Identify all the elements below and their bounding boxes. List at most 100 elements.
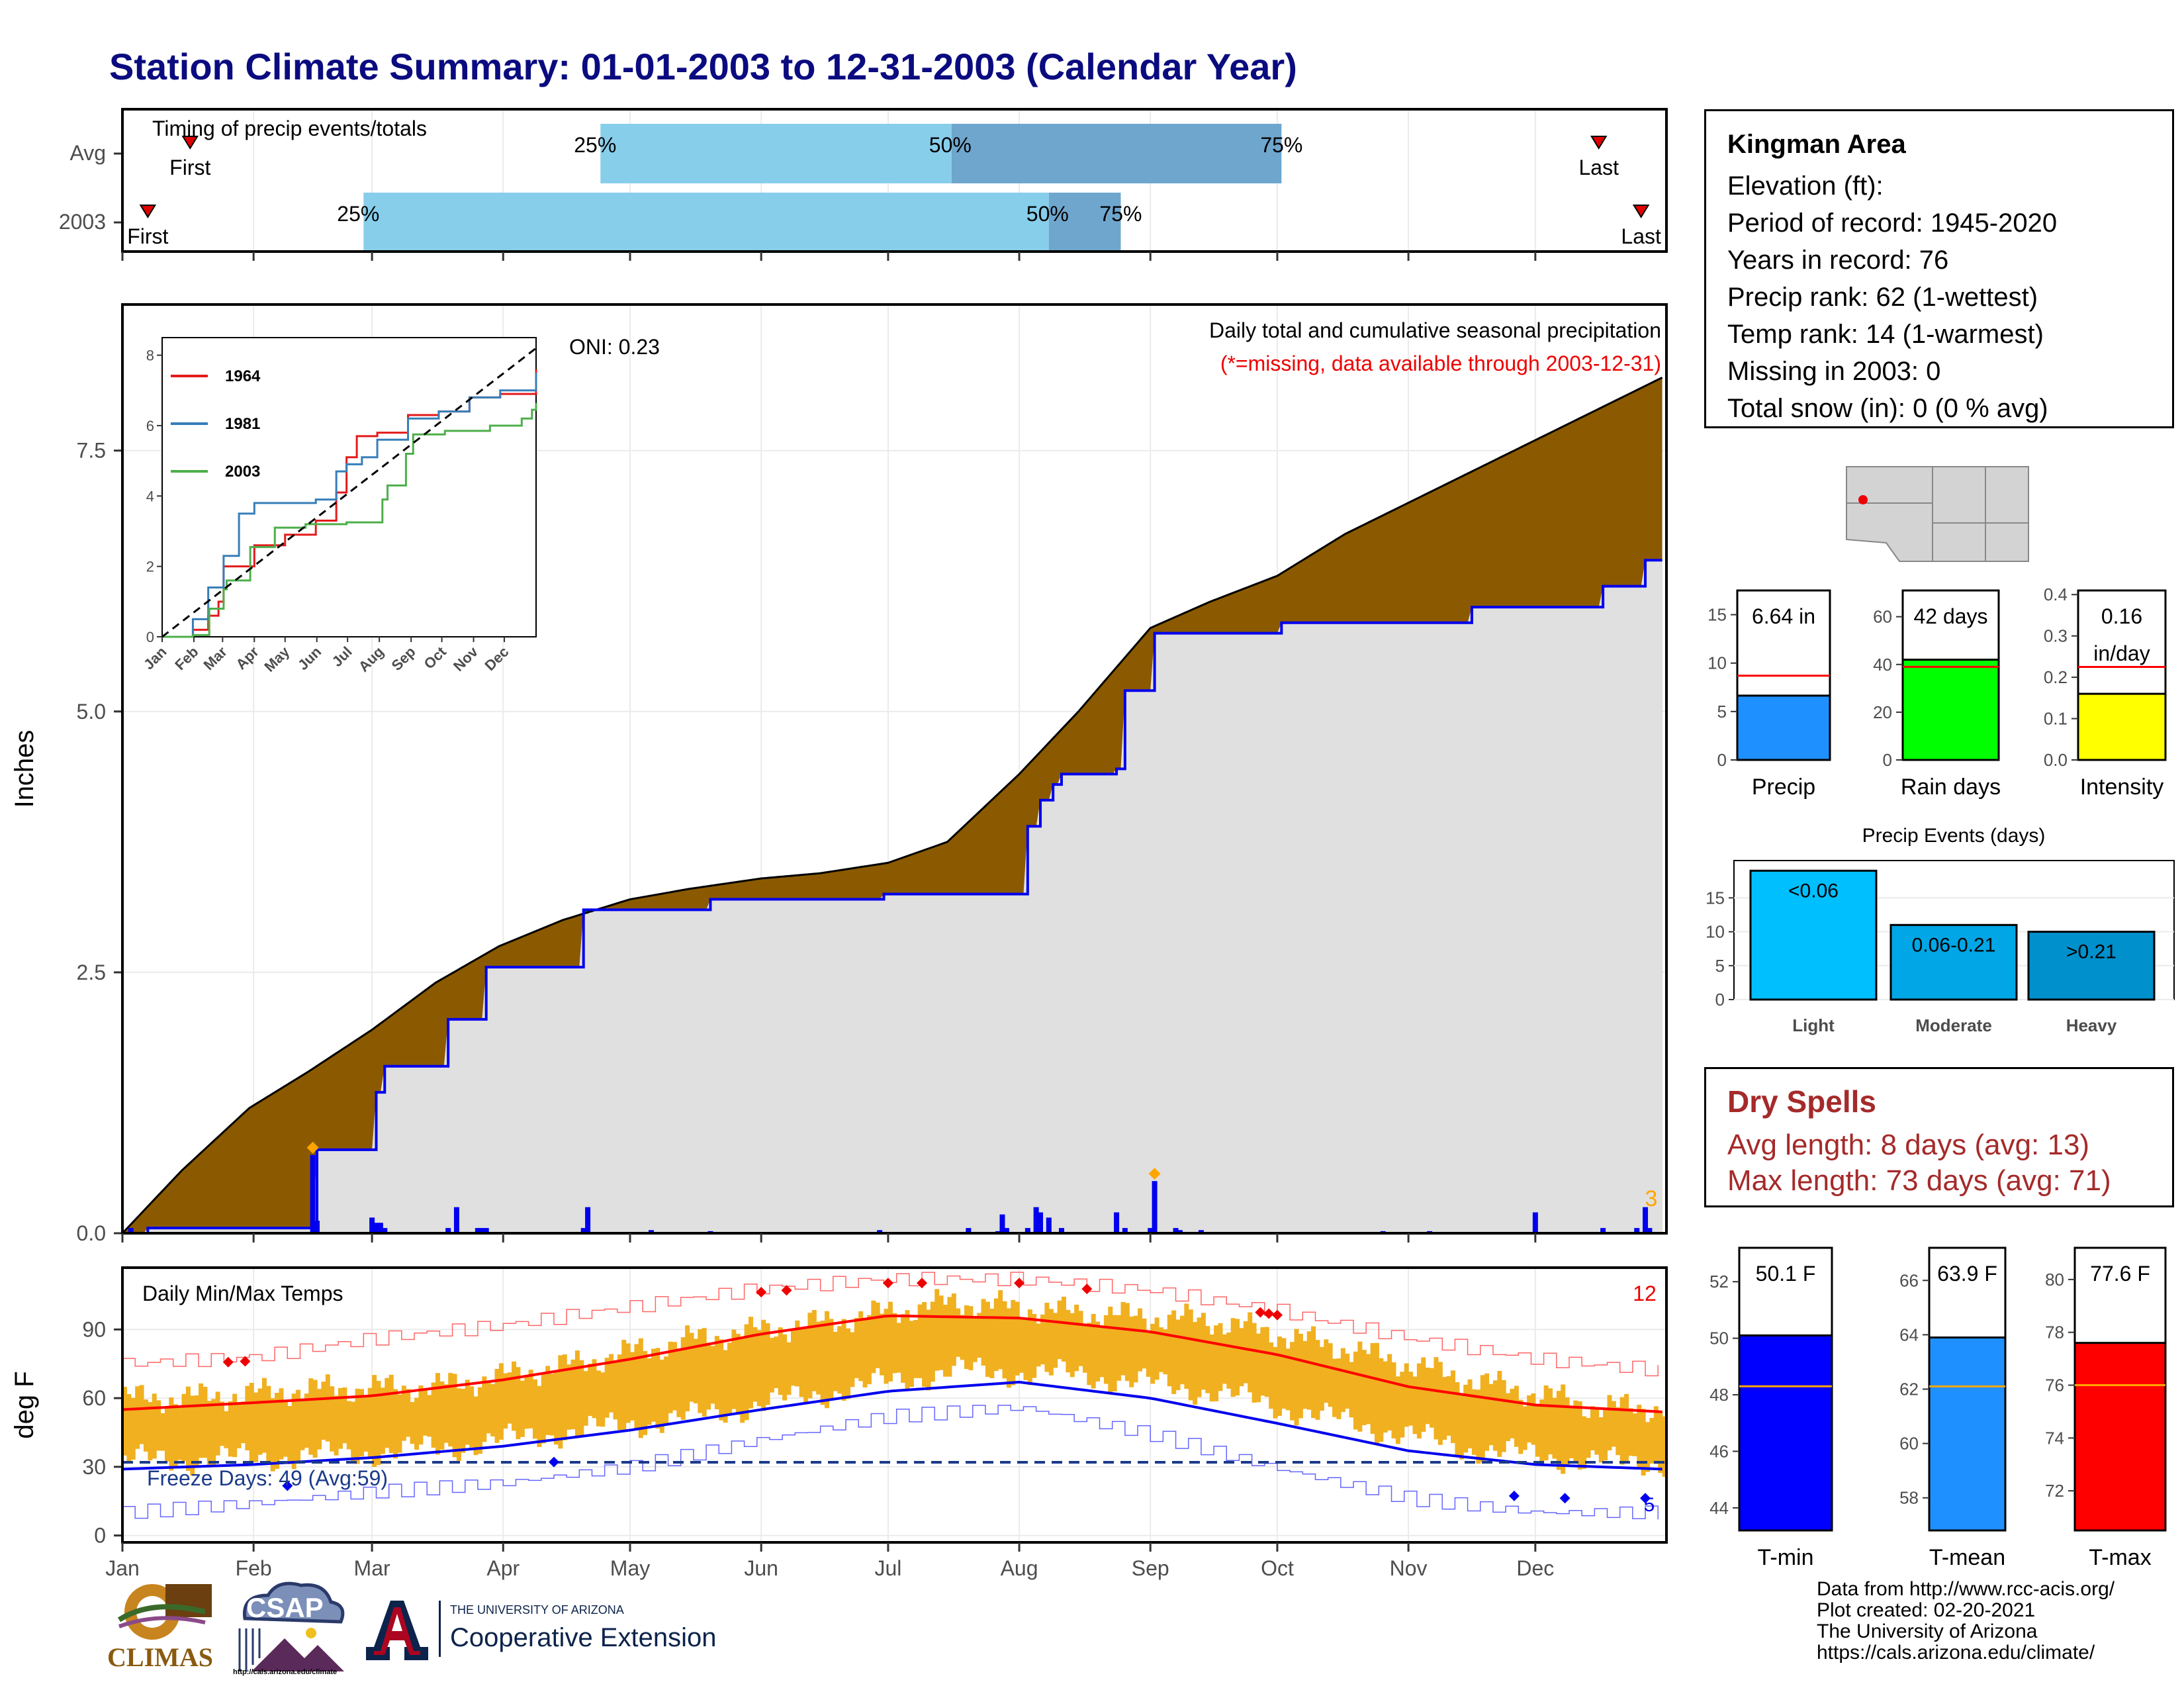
daily-temp-bar <box>1471 1389 1477 1455</box>
stat-category-label: T-min <box>1758 1545 1814 1570</box>
daily-temp-bar <box>190 1395 195 1476</box>
daily-temp-bar <box>1391 1362 1396 1438</box>
daily-temp-bar <box>443 1384 449 1443</box>
daily-temp-bar <box>1586 1418 1591 1458</box>
daily-temp-bar <box>1425 1368 1430 1425</box>
daily-precip-bar <box>445 1228 451 1233</box>
daily-temp-bar <box>1091 1313 1096 1389</box>
daily-temp-bar <box>520 1380 525 1437</box>
stat-ytick-label: 64 <box>1899 1325 1919 1344</box>
events-ytick-label: 0 <box>1715 990 1725 1009</box>
daily-temp-bar <box>130 1397 136 1460</box>
daily-temp-bar <box>1370 1342 1375 1434</box>
timing-q75-label: 75% <box>1260 133 1302 157</box>
daily-temp-bar <box>685 1325 690 1412</box>
daily-temp-bar <box>359 1389 364 1457</box>
daily-temp-bar <box>1235 1319 1240 1396</box>
daily-temp-bar <box>220 1401 225 1446</box>
precip-panel-border <box>121 303 1668 1235</box>
daily-precip-bar <box>1634 1228 1640 1233</box>
daily-temp-bar <box>1112 1315 1117 1391</box>
month-label: Nov <box>1390 1556 1428 1580</box>
timing-bar-q50-q75 <box>1048 193 1121 252</box>
daily-precip-bar <box>377 1223 383 1233</box>
daily-temp-bar <box>452 1374 457 1458</box>
climas-logo: CLIMAS <box>106 1579 218 1678</box>
daily-temp-bar <box>1653 1406 1659 1464</box>
daily-temp-bar <box>655 1348 660 1429</box>
daily-temp-bar <box>160 1413 165 1451</box>
daily-temp-bar <box>588 1364 593 1417</box>
events-ytick-label: 5 <box>1715 956 1725 976</box>
daily-temp-bar <box>122 1387 127 1456</box>
stat-ytick-label: 40 <box>1873 655 1892 675</box>
daily-temp-bar <box>1099 1327 1105 1378</box>
daily-temp-bar <box>1019 1317 1024 1373</box>
footer-line: Plot created: 02-20-2021 <box>1817 1599 2036 1621</box>
daily-temp-bar <box>1124 1303 1130 1382</box>
daily-temp-bar <box>998 1290 1003 1370</box>
daily-temp-bar <box>1142 1318 1147 1369</box>
stat-value-label: 77.6 F <box>2090 1262 2150 1286</box>
daily-temp-bar <box>1514 1385 1519 1447</box>
stat-ytick-label: 74 <box>2045 1428 2064 1448</box>
daily-precip-bar <box>1600 1228 1606 1233</box>
record-low-marker <box>1640 1493 1651 1504</box>
daily-temp-bar <box>1497 1370 1502 1457</box>
event-bar-heavy <box>2027 931 2156 1001</box>
stat-bar-1 <box>1901 659 2000 761</box>
daily-temp-bar <box>880 1313 885 1376</box>
daily-temp-bar <box>1243 1321 1248 1383</box>
daily-temp-bar <box>435 1373 440 1455</box>
daily-temp-bar <box>1501 1380 1506 1452</box>
daily-temp-bar <box>397 1394 402 1453</box>
daily-temp-bar <box>871 1300 876 1374</box>
daily-temp-bar <box>1158 1327 1163 1372</box>
month-label: Jul <box>874 1556 901 1580</box>
daily-temp-bar <box>1315 1340 1320 1420</box>
daily-temp-bar <box>723 1350 728 1423</box>
record-high-count: 12 <box>1633 1282 1657 1305</box>
station-info-box: Kingman Area Elevation (ft): Period of r… <box>1704 109 2174 428</box>
daily-temp-bar <box>1163 1329 1168 1375</box>
timing-first-marker <box>139 205 157 218</box>
daily-temp-bar <box>338 1387 343 1449</box>
daily-temp-bar <box>439 1381 445 1450</box>
stat-category-label: Precip <box>1752 774 1815 800</box>
cumulative-observed-line <box>122 559 1662 1235</box>
daily-temp-bar <box>1395 1376 1400 1444</box>
timing-first-marker <box>181 136 199 150</box>
daily-temp-bar <box>1455 1382 1460 1456</box>
daily-temp-bar <box>355 1388 360 1464</box>
daily-precip-bar <box>479 1228 485 1233</box>
daily-temp-bar <box>1171 1310 1177 1394</box>
daily-precip-bar <box>373 1223 379 1233</box>
freeze-days-label: Freeze Days: 49 (Avg:59) <box>147 1466 388 1490</box>
daily-temp-bar <box>385 1378 390 1448</box>
daily-temp-bar <box>1218 1323 1223 1391</box>
daily-temp-bar <box>380 1387 385 1454</box>
daily-temp-bar <box>1255 1333 1261 1403</box>
daily-temp-bar <box>1607 1395 1612 1451</box>
daily-temp-bar <box>232 1393 238 1458</box>
locator-map-states <box>1846 466 2029 562</box>
daily-temp-bar <box>1641 1409 1646 1476</box>
temp-ytick-label: 60 <box>82 1386 106 1410</box>
daily-temp-bar <box>1611 1401 1616 1447</box>
stat-ytick-label: 58 <box>1899 1488 1919 1508</box>
record-high-marker <box>1271 1309 1283 1321</box>
daily-temp-bar <box>583 1371 588 1426</box>
daily-temp-bar <box>249 1382 254 1462</box>
daily-temp-bar <box>1552 1397 1557 1459</box>
daily-temp-bar <box>1150 1323 1156 1384</box>
timing-bar-q50-q75 <box>951 124 1282 183</box>
event-bar-label: 0.06-0.21 <box>1912 934 1996 956</box>
daily-temp-bar <box>1069 1313 1075 1378</box>
stat-ytick-label: 0 <box>1883 750 1892 770</box>
station-precip-rank: Precip rank: 62 (1-wettest) <box>1727 283 2038 312</box>
daily-temp-bar <box>1074 1304 1079 1372</box>
daily-temp-bar <box>325 1374 330 1442</box>
daily-temp-bar <box>651 1348 656 1422</box>
daily-temp-bar <box>850 1332 855 1387</box>
daily-temp-bar <box>1480 1375 1485 1462</box>
